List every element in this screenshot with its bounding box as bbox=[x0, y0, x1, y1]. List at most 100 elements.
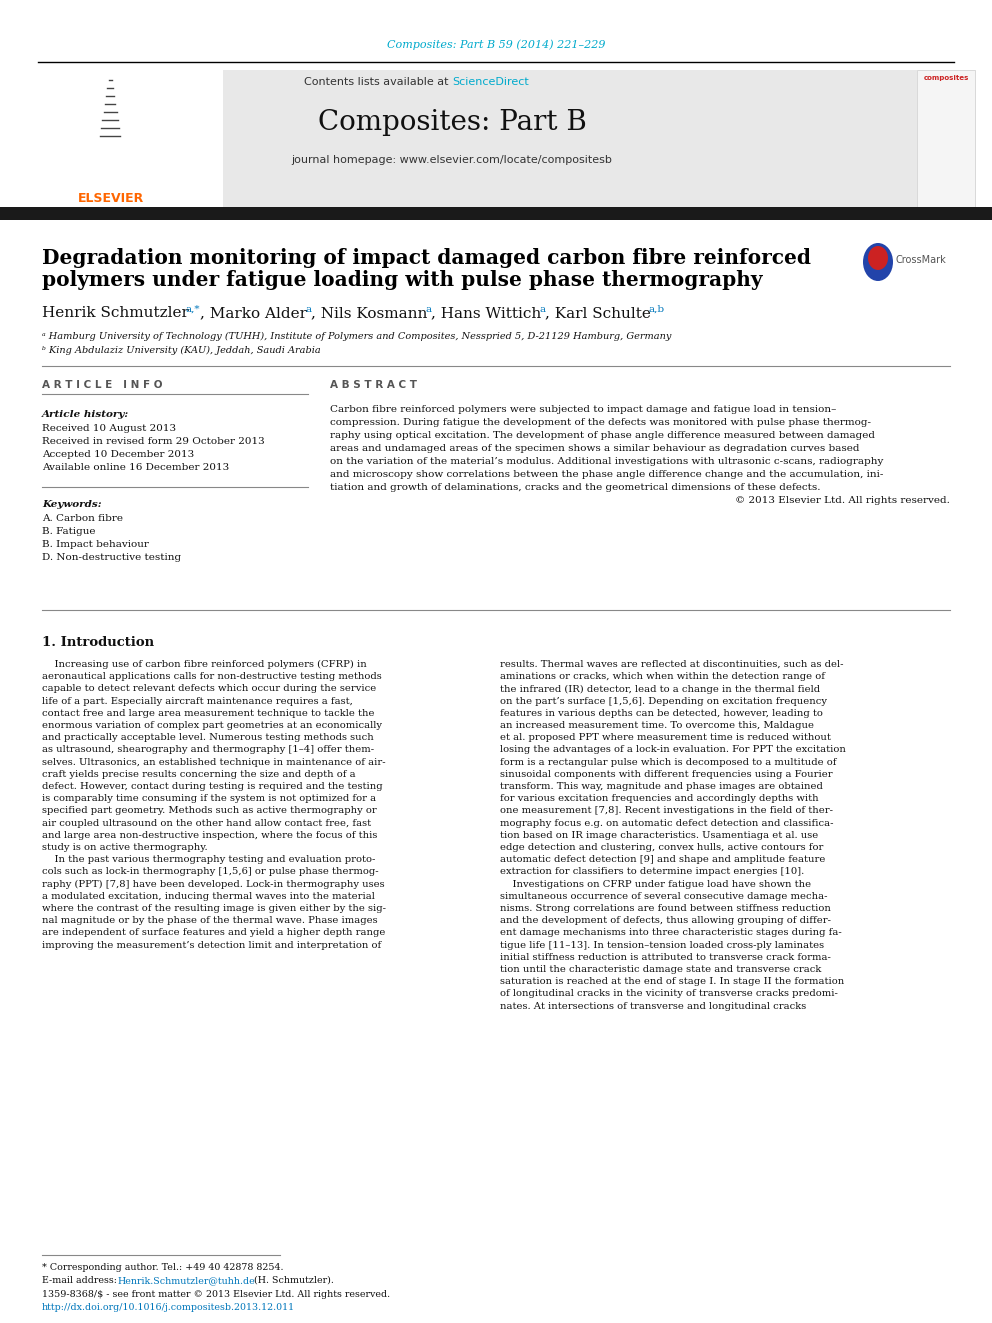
Text: B. Impact behaviour: B. Impact behaviour bbox=[42, 540, 149, 549]
Text: sinusoidal components with different frequencies using a Fourier: sinusoidal components with different fre… bbox=[500, 770, 832, 779]
Text: © 2013 Elsevier Ltd. All rights reserved.: © 2013 Elsevier Ltd. All rights reserved… bbox=[735, 496, 950, 505]
Text: results. Thermal waves are reflected at discontinuities, such as del-: results. Thermal waves are reflected at … bbox=[500, 660, 843, 669]
Text: et al. proposed PPT where measurement time is reduced without: et al. proposed PPT where measurement ti… bbox=[500, 733, 831, 742]
Text: CrossMark: CrossMark bbox=[896, 255, 946, 265]
Text: Received 10 August 2013: Received 10 August 2013 bbox=[42, 423, 177, 433]
Text: a modulated excitation, inducing thermal waves into the material: a modulated excitation, inducing thermal… bbox=[42, 892, 375, 901]
Text: 1359-8368/$ - see front matter © 2013 Elsevier Ltd. All rights reserved.: 1359-8368/$ - see front matter © 2013 El… bbox=[42, 1290, 390, 1299]
Text: selves. Ultrasonics, an established technique in maintenance of air-: selves. Ultrasonics, an established tech… bbox=[42, 758, 386, 766]
Text: , Karl Schulte: , Karl Schulte bbox=[546, 306, 651, 320]
Text: tiation and growth of delaminations, cracks and the geometrical dimensions of th: tiation and growth of delaminations, cra… bbox=[330, 483, 820, 492]
Text: journal homepage: www.elsevier.com/locate/compositesb: journal homepage: www.elsevier.com/locat… bbox=[292, 155, 612, 165]
Text: compression. During fatigue the development of the defects was monitored with pu: compression. During fatigue the developm… bbox=[330, 418, 871, 427]
Text: the infrared (IR) detector, lead to a change in the thermal field: the infrared (IR) detector, lead to a ch… bbox=[500, 684, 820, 693]
Text: automatic defect detection [9] and shape and amplitude feature: automatic defect detection [9] and shape… bbox=[500, 855, 825, 864]
Ellipse shape bbox=[863, 243, 893, 280]
Text: A. Carbon fibre: A. Carbon fibre bbox=[42, 515, 123, 523]
Text: nisms. Strong correlations are found between stiffness reduction: nisms. Strong correlations are found bet… bbox=[500, 904, 831, 913]
Text: areas and undamaged areas of the specimen shows a similar behaviour as degradati: areas and undamaged areas of the specime… bbox=[330, 445, 859, 452]
Text: , Marko Alder: , Marko Alder bbox=[200, 306, 308, 320]
Text: ent damage mechanisms into three characteristic stages during fa-: ent damage mechanisms into three charact… bbox=[500, 929, 842, 938]
Text: tigue life [11–13]. In tension–tension loaded cross-ply laminates: tigue life [11–13]. In tension–tension l… bbox=[500, 941, 824, 950]
Text: Henrik Schmutzler: Henrik Schmutzler bbox=[42, 306, 188, 320]
Text: In the past various thermography testing and evaluation proto-: In the past various thermography testing… bbox=[42, 855, 375, 864]
Text: raphy using optical excitation. The development of phase angle difference measur: raphy using optical excitation. The deve… bbox=[330, 431, 875, 441]
Bar bbox=[917, 70, 975, 208]
Text: B. Fatigue: B. Fatigue bbox=[42, 527, 95, 536]
Text: transform. This way, magnitude and phase images are obtained: transform. This way, magnitude and phase… bbox=[500, 782, 823, 791]
Text: a,b: a,b bbox=[649, 304, 665, 314]
Bar bbox=[0, 206, 992, 220]
Text: for various excitation frequencies and accordingly depths with: for various excitation frequencies and a… bbox=[500, 794, 818, 803]
Text: initial stiffness reduction is attributed to transverse crack forma-: initial stiffness reduction is attribute… bbox=[500, 953, 831, 962]
Text: an increased measurement time. To overcome this, Maldague: an increased measurement time. To overco… bbox=[500, 721, 814, 730]
Text: composites: composites bbox=[924, 75, 968, 81]
Text: specified part geometry. Methods such as active thermography or: specified part geometry. Methods such as… bbox=[42, 807, 377, 815]
Text: saturation is reached at the end of stage I. In stage II the formation: saturation is reached at the end of stag… bbox=[500, 978, 844, 986]
Text: Carbon fibre reinforced polymers were subjected to impact damage and fatigue loa: Carbon fibre reinforced polymers were su… bbox=[330, 405, 836, 414]
Text: as ultrasound, shearography and thermography [1–4] offer them-: as ultrasound, shearography and thermogr… bbox=[42, 745, 374, 754]
Text: Composites: Part B: Composites: Part B bbox=[317, 108, 586, 135]
Text: study is on active thermography.: study is on active thermography. bbox=[42, 843, 207, 852]
Text: mography focus e.g. on automatic defect detection and classifica-: mography focus e.g. on automatic defect … bbox=[500, 819, 833, 828]
Text: improving the measurement’s detection limit and interpretation of: improving the measurement’s detection li… bbox=[42, 941, 381, 950]
Text: tion until the characteristic damage state and transverse crack: tion until the characteristic damage sta… bbox=[500, 964, 821, 974]
Text: cols such as lock-in thermography [1,5,6] or pulse phase thermog-: cols such as lock-in thermography [1,5,6… bbox=[42, 868, 379, 876]
Text: raphy (PPT) [7,8] have been developed. Lock-in thermography uses: raphy (PPT) [7,8] have been developed. L… bbox=[42, 880, 385, 889]
Text: is comparably time consuming if the system is not optimized for a: is comparably time consuming if the syst… bbox=[42, 794, 376, 803]
Text: , Nils Kosmann: , Nils Kosmann bbox=[311, 306, 428, 320]
Text: a: a bbox=[539, 304, 546, 314]
Text: A B S T R A C T: A B S T R A C T bbox=[330, 380, 417, 390]
Text: and the development of defects, thus allowing grouping of differ-: and the development of defects, thus all… bbox=[500, 917, 831, 925]
Text: Composites: Part B 59 (2014) 221–229: Composites: Part B 59 (2014) 221–229 bbox=[387, 40, 605, 50]
Text: tion based on IR image characteristics. Usamentiaga et al. use: tion based on IR image characteristics. … bbox=[500, 831, 818, 840]
Text: features in various depths can be detected, however, leading to: features in various depths can be detect… bbox=[500, 709, 823, 718]
Text: * Corresponding author. Tel.: +49 40 42878 8254.: * Corresponding author. Tel.: +49 40 428… bbox=[42, 1263, 284, 1271]
Text: D. Non-destructive testing: D. Non-destructive testing bbox=[42, 553, 182, 562]
Text: Article history:: Article history: bbox=[42, 410, 129, 419]
Text: ᵇ King Abdulaziz University (KAU), Jeddah, Saudi Arabia: ᵇ King Abdulaziz University (KAU), Jedda… bbox=[42, 345, 320, 355]
Bar bbox=[75, 70, 917, 208]
Text: ELSEVIER: ELSEVIER bbox=[78, 192, 144, 205]
Text: capable to detect relevant defects which occur during the service: capable to detect relevant defects which… bbox=[42, 684, 376, 693]
Text: air coupled ultrasound on the other hand allow contact free, fast: air coupled ultrasound on the other hand… bbox=[42, 819, 371, 828]
Text: a: a bbox=[305, 304, 311, 314]
Text: Received in revised form 29 October 2013: Received in revised form 29 October 2013 bbox=[42, 437, 265, 446]
Text: http://dx.doi.org/10.1016/j.compositesb.2013.12.011: http://dx.doi.org/10.1016/j.compositesb.… bbox=[42, 1303, 296, 1312]
Text: extraction for classifiers to determine impact energies [10].: extraction for classifiers to determine … bbox=[500, 868, 805, 876]
Text: one measurement [7,8]. Recent investigations in the field of ther-: one measurement [7,8]. Recent investigat… bbox=[500, 807, 833, 815]
Text: Henrik.Schmutzler@tuhh.de: Henrik.Schmutzler@tuhh.de bbox=[118, 1275, 256, 1285]
Ellipse shape bbox=[868, 246, 888, 270]
Text: life of a part. Especially aircraft maintenance requires a fast,: life of a part. Especially aircraft main… bbox=[42, 697, 353, 705]
Text: nates. At intersections of transverse and longitudinal cracks: nates. At intersections of transverse an… bbox=[500, 1002, 806, 1011]
Text: and microscopy show correlations between the phase angle difference change and t: and microscopy show correlations between… bbox=[330, 470, 883, 479]
Text: where the contrast of the resulting image is given either by the sig-: where the contrast of the resulting imag… bbox=[42, 904, 386, 913]
Text: Keywords:: Keywords: bbox=[42, 500, 101, 509]
Text: on the part’s surface [1,5,6]. Depending on excitation frequency: on the part’s surface [1,5,6]. Depending… bbox=[500, 697, 827, 705]
Text: defect. However, contact during testing is required and the testing: defect. However, contact during testing … bbox=[42, 782, 383, 791]
Text: E-mail address:: E-mail address: bbox=[42, 1275, 120, 1285]
Text: edge detection and clustering, convex hulls, active contours for: edge detection and clustering, convex hu… bbox=[500, 843, 823, 852]
Text: Investigations on CFRP under fatigue load have shown the: Investigations on CFRP under fatigue loa… bbox=[500, 880, 811, 889]
Text: Contents lists available at: Contents lists available at bbox=[304, 77, 452, 87]
Text: of longitudinal cracks in the vicinity of transverse cracks predomi-: of longitudinal cracks in the vicinity o… bbox=[500, 990, 838, 999]
Text: losing the advantages of a lock-in evaluation. For PPT the excitation: losing the advantages of a lock-in evalu… bbox=[500, 745, 846, 754]
Text: Increasing use of carbon fibre reinforced polymers (CFRP) in: Increasing use of carbon fibre reinforce… bbox=[42, 660, 367, 669]
Text: form is a rectangular pulse which is decomposed to a multitude of: form is a rectangular pulse which is dec… bbox=[500, 758, 836, 766]
Text: simultaneous occurrence of several consecutive damage mecha-: simultaneous occurrence of several conse… bbox=[500, 892, 827, 901]
Text: enormous variation of complex part geometries at an economically: enormous variation of complex part geome… bbox=[42, 721, 382, 730]
Text: polymers under fatigue loading with pulse phase thermography: polymers under fatigue loading with puls… bbox=[42, 270, 763, 290]
Text: are independent of surface features and yield a higher depth range: are independent of surface features and … bbox=[42, 929, 385, 938]
Text: and practically acceptable level. Numerous testing methods such: and practically acceptable level. Numero… bbox=[42, 733, 374, 742]
Text: , Hans Wittich: , Hans Wittich bbox=[432, 306, 542, 320]
Text: aminations or cracks, which when within the detection range of: aminations or cracks, which when within … bbox=[500, 672, 825, 681]
Text: contact free and large area measurement technique to tackle the: contact free and large area measurement … bbox=[42, 709, 375, 718]
Text: and large area non-destructive inspection, where the focus of this: and large area non-destructive inspectio… bbox=[42, 831, 377, 840]
Text: Degradation monitoring of impact damaged carbon fibre reinforced: Degradation monitoring of impact damaged… bbox=[42, 247, 811, 269]
Text: craft yields precise results concerning the size and depth of a: craft yields precise results concerning … bbox=[42, 770, 355, 779]
Text: a,*: a,* bbox=[186, 304, 200, 314]
Text: 1. Introduction: 1. Introduction bbox=[42, 636, 154, 650]
Text: aeronautical applications calls for non-destructive testing methods: aeronautical applications calls for non-… bbox=[42, 672, 382, 681]
Text: (H. Schmutzler).: (H. Schmutzler). bbox=[251, 1275, 334, 1285]
Text: nal magnitude or by the phase of the thermal wave. Phase images: nal magnitude or by the phase of the the… bbox=[42, 917, 378, 925]
